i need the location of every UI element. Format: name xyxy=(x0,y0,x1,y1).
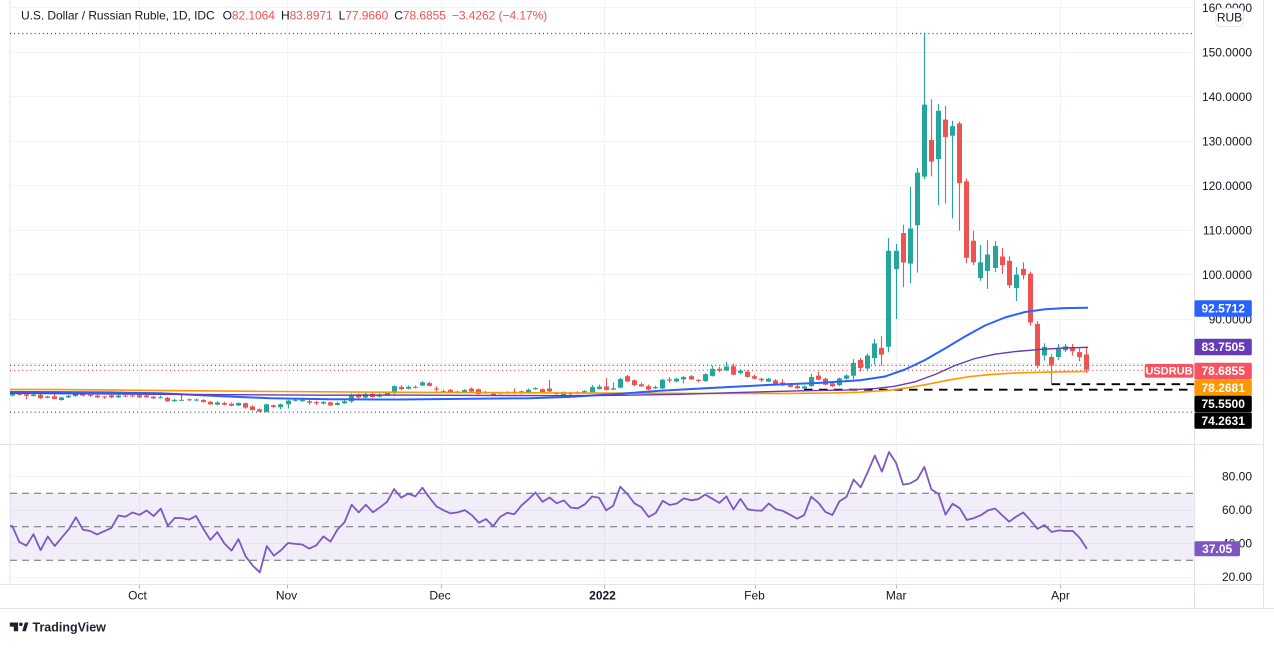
svg-text:2022: 2022 xyxy=(589,589,616,603)
svg-text:20.00: 20.00 xyxy=(1222,570,1252,584)
svg-text:78.6855: 78.6855 xyxy=(1202,364,1246,378)
svg-text:60.00: 60.00 xyxy=(1222,503,1252,517)
svg-text:75.5500: 75.5500 xyxy=(1202,397,1246,411)
svg-text:Apr: Apr xyxy=(1051,589,1070,603)
svg-text:TradingView: TradingView xyxy=(33,620,107,634)
svg-text:150.0000: 150.0000 xyxy=(1202,45,1252,59)
svg-text:74.2631: 74.2631 xyxy=(1202,414,1246,428)
svg-text:83.7505: 83.7505 xyxy=(1202,340,1246,354)
svg-text:37.05: 37.05 xyxy=(1202,542,1232,556)
svg-text:92.5712: 92.5712 xyxy=(1202,302,1246,316)
svg-text:Mar: Mar xyxy=(886,589,907,603)
svg-text:Dec: Dec xyxy=(429,589,450,603)
svg-text:78.2681: 78.2681 xyxy=(1202,381,1246,395)
svg-text:120.0000: 120.0000 xyxy=(1202,179,1252,193)
svg-text:Feb: Feb xyxy=(744,589,765,603)
svg-text:RUB: RUB xyxy=(1217,11,1242,25)
svg-text:80.00: 80.00 xyxy=(1222,470,1252,484)
svg-text:U.S. Dollar / Russian Ruble, 1: U.S. Dollar / Russian Ruble, 1D, IDC O82.… xyxy=(21,8,547,22)
svg-text:130.0000: 130.0000 xyxy=(1202,134,1252,148)
svg-text:110.0000: 110.0000 xyxy=(1203,224,1252,238)
svg-text:100.0000: 100.0000 xyxy=(1202,268,1252,282)
svg-text:140.0000: 140.0000 xyxy=(1202,90,1252,104)
svg-text:USDRUB: USDRUB xyxy=(1145,365,1192,377)
svg-text:Nov: Nov xyxy=(276,589,297,603)
svg-text:Oct: Oct xyxy=(128,589,147,603)
